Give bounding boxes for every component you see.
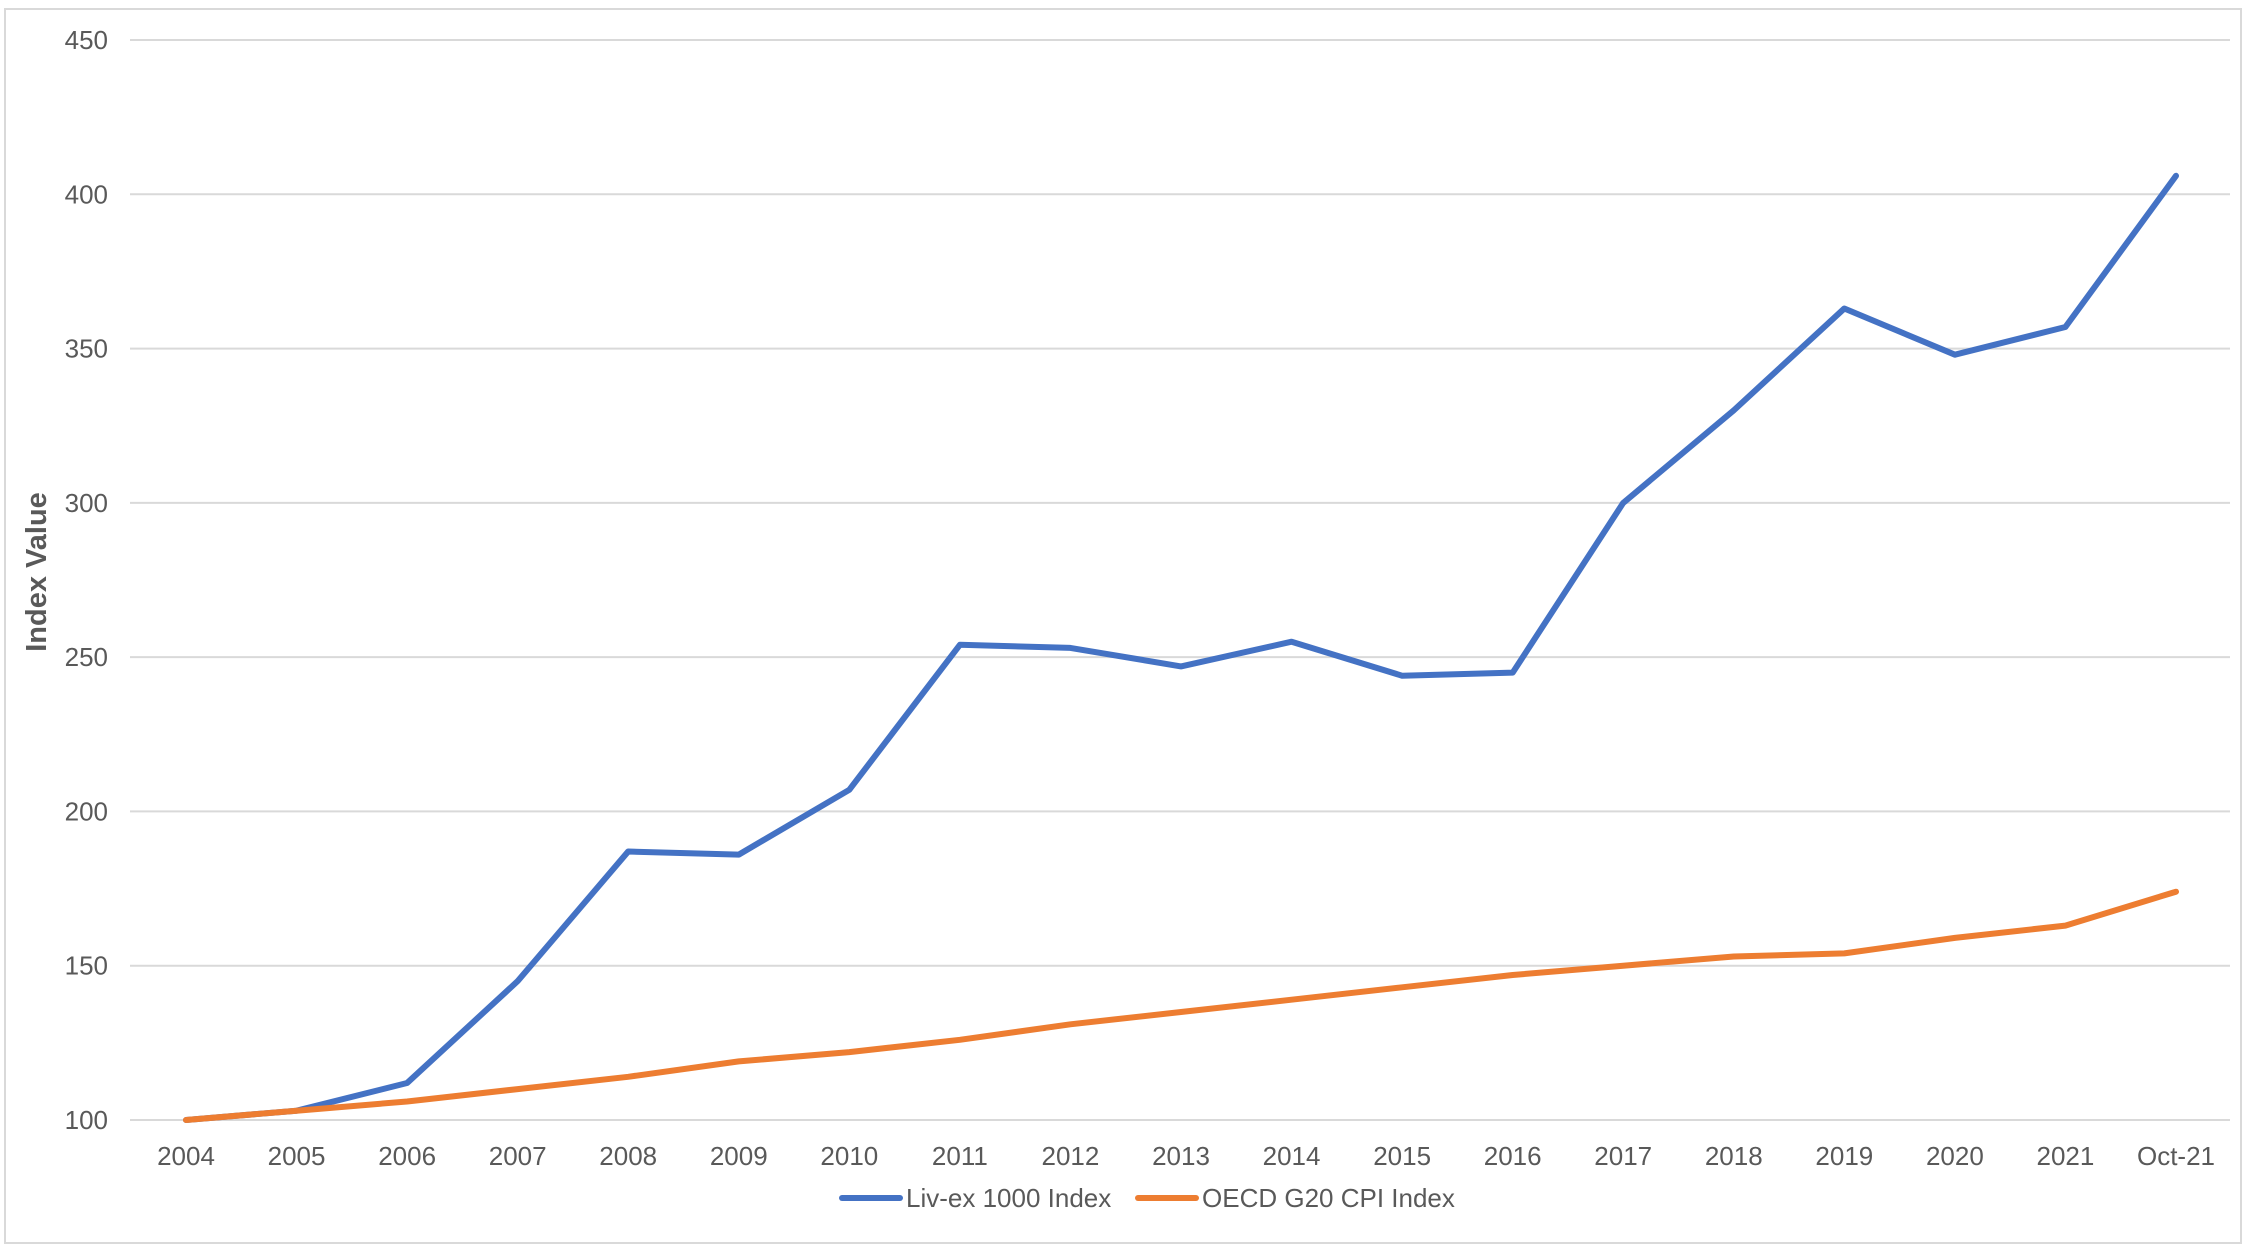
chart-frame <box>4 8 2242 1244</box>
series-line-oecd-g20-cpi <box>183 888 2179 1123</box>
y-axis-ticks: 100 150 200 250 300 350 400 450 <box>65 25 108 1135</box>
legend-item-oecd-g20-cpi: OECD G20 CPI Index <box>1135 1183 1455 1213</box>
y-tick-label: 350 <box>65 334 108 364</box>
y-tick-label: 200 <box>65 796 108 826</box>
x-tick-label: 2009 <box>710 1141 768 1171</box>
legend-label: OECD G20 CPI Index <box>1202 1183 1455 1213</box>
x-tick-label: 2018 <box>1705 1141 1763 1171</box>
x-tick-label: 2005 <box>268 1141 326 1171</box>
x-tick-label: Oct-21 <box>2137 1141 2215 1171</box>
y-tick-label: 100 <box>65 1105 108 1135</box>
x-tick-label: 2013 <box>1152 1141 1210 1171</box>
x-tick-label: 2008 <box>599 1141 657 1171</box>
x-tick-label: 2014 <box>1263 1141 1321 1171</box>
x-tick-label: 2015 <box>1373 1141 1431 1171</box>
series-lines <box>183 172 2179 1123</box>
legend: Liv-ex 1000 Index OECD G20 CPI Index <box>839 1183 1455 1213</box>
x-tick-label: 2020 <box>1926 1141 1984 1171</box>
legend-item-liv-ex-1000: Liv-ex 1000 Index <box>839 1183 1111 1213</box>
x-tick-label: 2019 <box>1815 1141 1873 1171</box>
series-line-liv-ex-1000 <box>183 172 2179 1123</box>
x-tick-label: 2006 <box>378 1141 436 1171</box>
y-tick-label: 150 <box>65 951 108 981</box>
x-tick-label: 2017 <box>1594 1141 1652 1171</box>
y-tick-label: 300 <box>65 488 108 518</box>
y-tick-label: 250 <box>65 642 108 672</box>
gridlines <box>130 39 2230 1121</box>
x-tick-label: 2012 <box>1042 1141 1100 1171</box>
y-tick-label: 400 <box>65 179 108 209</box>
y-tick-label: 450 <box>65 25 108 55</box>
legend-label: Liv-ex 1000 Index <box>906 1183 1111 1213</box>
x-tick-label: 2010 <box>820 1141 878 1171</box>
x-tick-label: 2011 <box>932 1141 988 1171</box>
x-tick-label: 2004 <box>157 1141 215 1171</box>
x-tick-label: 2021 <box>2037 1141 2095 1171</box>
x-tick-label: 2007 <box>489 1141 547 1171</box>
y-axis-title: Index Value <box>21 492 53 652</box>
x-axis-ticks: 2004 2005 2006 2007 2008 2009 2010 2011 2012 2013… <box>157 1141 2215 1171</box>
x-tick-label: 2016 <box>1484 1141 1542 1171</box>
